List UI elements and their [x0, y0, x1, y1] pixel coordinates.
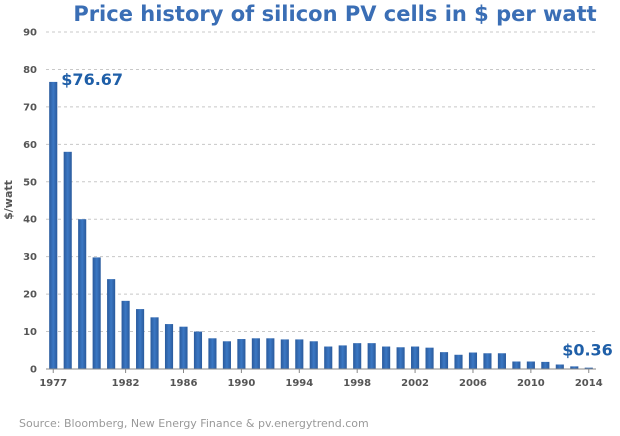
- bar-2003: [425, 347, 434, 369]
- bar-2004: [439, 352, 449, 369]
- bar-1978: [63, 151, 72, 369]
- y-tick-label: 60: [23, 140, 37, 151]
- bar-1993: [280, 339, 289, 369]
- bar-1984: [150, 317, 159, 369]
- x-tick-label: 1990: [227, 378, 255, 389]
- x-tick-label: 2006: [459, 378, 487, 389]
- x-tick-label: 2010: [517, 378, 545, 389]
- y-tick-label: 0: [30, 365, 37, 376]
- bar-1992: [266, 338, 275, 369]
- bar-1988: [208, 338, 217, 369]
- bar-2005: [454, 354, 463, 369]
- y-axis-label: $/watt: [2, 180, 15, 220]
- axes: 0 10 20 30 40 50 60 70 80 90 1977 1982 1986 1990 1994 1…: [23, 28, 603, 390]
- y-tick-label: 70: [23, 102, 37, 113]
- x-tick-label: 1986: [170, 378, 198, 389]
- x-tick-label: 1977: [39, 378, 67, 389]
- bar-2006: [468, 352, 478, 369]
- bar-1994: [295, 339, 304, 369]
- x-tick-label: 2014: [575, 378, 603, 389]
- y-tick-label: 50: [23, 177, 37, 188]
- y-tick-label: 20: [23, 290, 37, 301]
- bar-1997: [338, 345, 347, 369]
- y-tick-label: 30: [23, 252, 37, 263]
- bar-1991: [251, 338, 260, 369]
- bar-1985: [164, 324, 174, 369]
- y-tick-label: 80: [23, 65, 37, 76]
- bar-1995: [309, 341, 318, 369]
- bar-2007: [483, 353, 492, 369]
- bar-2009: [512, 361, 521, 369]
- bar-1996: [324, 346, 333, 369]
- bar-2001: [396, 347, 405, 369]
- source-note: Source: Bloomberg, New Energy Finance & …: [19, 417, 369, 430]
- y-tick-label: 10: [23, 327, 37, 338]
- bar-1987: [193, 331, 203, 369]
- bar-1986: [179, 326, 188, 369]
- bar-2011: [541, 361, 550, 369]
- bar-2013: [570, 366, 579, 369]
- bar-1980: [92, 257, 101, 369]
- bar-1989: [222, 341, 231, 369]
- x-tick-label: 1994: [285, 378, 313, 389]
- bars: [49, 81, 593, 369]
- bar-1981: [107, 279, 116, 369]
- y-tick-label: 90: [23, 28, 37, 39]
- bar-2002: [411, 346, 420, 369]
- bar-1983: [136, 309, 145, 369]
- bar-2014: [584, 367, 593, 369]
- x-tick-label: 1982: [112, 378, 140, 389]
- x-tick-label: 1998: [343, 378, 371, 389]
- bar-1982: [121, 300, 130, 369]
- bar-1977: [49, 81, 58, 369]
- bar-2008: [497, 353, 506, 369]
- last-value-annotation: $0.36: [562, 341, 613, 360]
- y-tick-label: 40: [23, 215, 37, 226]
- x-tick-label: 2002: [401, 378, 429, 389]
- chart-title: Price history of silicon PV cells in $ p…: [73, 2, 596, 26]
- first-value-annotation: $76.67: [61, 70, 123, 89]
- gridlines: [46, 31, 596, 333]
- bar-1990: [237, 339, 246, 369]
- bar-1979: [78, 219, 87, 369]
- bar-1998: [353, 343, 362, 369]
- bar-2012: [555, 364, 564, 369]
- bar-2010: [526, 361, 535, 369]
- bar-1999: [367, 343, 376, 369]
- bar-2000: [382, 346, 391, 369]
